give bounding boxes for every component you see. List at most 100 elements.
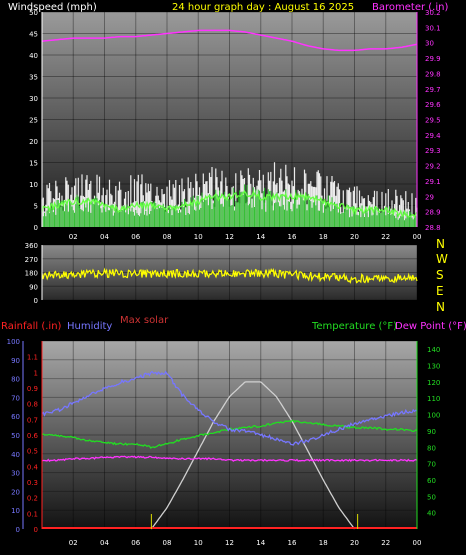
barometer-tick-label: 29.3: [425, 147, 441, 155]
temperature-tick-label: 80: [427, 444, 436, 452]
x-tick-label: 14: [256, 233, 265, 241]
barometer-line: [41, 29, 418, 52]
compass-labels: N W S E N: [436, 237, 448, 314]
x-tick-label: 10: [194, 233, 203, 241]
rainfall-tick-label: 0.6: [27, 432, 39, 440]
rainfall-tick-label: 0.4: [27, 463, 39, 471]
x-tick-label: 12: [225, 539, 234, 547]
direction-tick-label: 90: [29, 283, 38, 291]
barometer-tick-label: 30.1: [425, 24, 441, 32]
humidity-tick-label: 60: [11, 413, 20, 421]
temperature-tick-label: 40: [427, 510, 436, 518]
humidity-tick-label: 0: [16, 526, 20, 534]
wind-tick-label: 50: [29, 9, 38, 17]
temperature-tick-label: 60: [427, 477, 436, 485]
barometer-tick-label: 30: [425, 40, 434, 48]
rainfall-tick-label: 0.3: [27, 479, 38, 487]
x-tick-label: 04: [100, 233, 109, 241]
humidity-tick-label: 30: [11, 470, 20, 478]
barometer-tick-label: 29.1: [425, 178, 441, 186]
wind-tick-label: 35: [29, 74, 38, 82]
rainfall-tick-label: 1: [34, 369, 38, 377]
humidity-tick-label: 40: [11, 451, 20, 459]
barometer-tick-label: 29: [425, 193, 434, 201]
wind-tick-label: 10: [29, 181, 38, 189]
wind-tick-label: 0: [34, 224, 38, 232]
compass-w: W: [436, 252, 448, 266]
rainfall-tick-label: 1.1: [27, 354, 38, 362]
wind-tick-label: 45: [29, 31, 38, 39]
x-tick-label: 00: [413, 233, 422, 241]
direction-tick-label: 0: [34, 297, 38, 305]
x-tick-label: 20: [350, 233, 359, 241]
x-tick-label: 06: [131, 233, 140, 241]
direction-tick-label: 180: [25, 270, 38, 278]
x-tick-label: 06: [131, 539, 140, 547]
dew-point-line: [41, 455, 418, 463]
barometer-tick-label: 29.4: [425, 132, 441, 140]
temp-panel-series: [41, 370, 418, 530]
x-tick-label: 12: [225, 233, 234, 241]
rainfall-tick-label: 0.2: [27, 495, 38, 503]
humidity-tick-label: 50: [11, 432, 20, 440]
barometer-tick-label: 29.9: [425, 55, 441, 63]
wind-tick-label: 40: [29, 52, 38, 60]
rainfall-tick-label: 0.5: [27, 448, 38, 456]
barometer-axis-title: Barometer (.in): [372, 2, 448, 13]
wind-average-line: [41, 189, 418, 219]
wind-direction-series: [41, 267, 418, 284]
barometer-tick-label: 29.6: [425, 101, 441, 109]
rainfall-tick-label: 0: [34, 526, 38, 534]
barometer-tick-label: 29.7: [425, 86, 441, 94]
wind-tick-label: 25: [29, 117, 38, 125]
temperature-tick-label: 50: [427, 493, 436, 501]
wind-tick-label: 5: [34, 203, 38, 211]
barometer-tick-label: 28.8: [425, 224, 441, 232]
barometer-tick-label: 30.2: [425, 9, 441, 17]
barometer-tick-label: 28.9: [425, 209, 441, 217]
x-tick-label: 20: [350, 539, 359, 547]
x-tick-label: 22: [381, 539, 390, 547]
compass-n-bottom: N: [436, 300, 445, 314]
x-tick-label: 02: [69, 539, 78, 547]
x-tick-label: 04: [100, 539, 109, 547]
rainfall-axis-title: Rainfall (.in): [1, 321, 62, 332]
temperature-tick-label: 100: [427, 412, 440, 420]
direction-tick-label: 270: [25, 256, 38, 264]
barometer-tick-label: 29.2: [425, 163, 441, 171]
temperature-tick-label: 70: [427, 461, 436, 469]
temperature-tick-label: 90: [427, 428, 436, 436]
max-solar-label: Max solar: [120, 315, 169, 326]
humidity-tick-label: 80: [11, 376, 20, 384]
temperature-axis-title: Temperature (°F): [311, 321, 397, 332]
x-tick-label: 14: [256, 539, 265, 547]
x-tick-label: 10: [194, 539, 203, 547]
humidity-line: [41, 370, 418, 446]
barometer-tick-label: 29.8: [425, 70, 441, 78]
x-tick-label: 00: [413, 539, 422, 547]
rainfall-tick-label: 0.7: [27, 416, 38, 424]
humidity-tick-label: 10: [11, 507, 20, 515]
humidity-tick-label: 20: [11, 488, 20, 496]
humidity-tick-label: 90: [11, 357, 20, 365]
wind-tick-label: 20: [29, 138, 38, 146]
wind-tick-label: 30: [29, 95, 38, 103]
x-tick-label: 02: [69, 233, 78, 241]
x-tick-label: 18: [319, 233, 328, 241]
rainfall-tick-label: 0.8: [27, 401, 38, 409]
temperature-tick-label: 120: [427, 379, 440, 387]
humidity-tick-label: 100: [7, 338, 20, 346]
temp-panel-background: [42, 341, 417, 529]
rainfall-tick-label: 0.9: [27, 385, 38, 393]
x-tick-label: 08: [163, 233, 172, 241]
rainfall-tick-label: 0.1: [27, 510, 38, 518]
max-solar-curve: [150, 381, 356, 530]
humidity-tick-label: 70: [11, 394, 20, 402]
barometer-tick-label: 29.5: [425, 117, 441, 125]
direction-panel-series: [41, 267, 418, 284]
x-tick-label: 08: [163, 539, 172, 547]
wind-axis-title: Windspeed (mph): [8, 2, 97, 13]
temperature-tick-label: 140: [427, 346, 440, 354]
temperature-tick-label: 130: [427, 363, 440, 371]
